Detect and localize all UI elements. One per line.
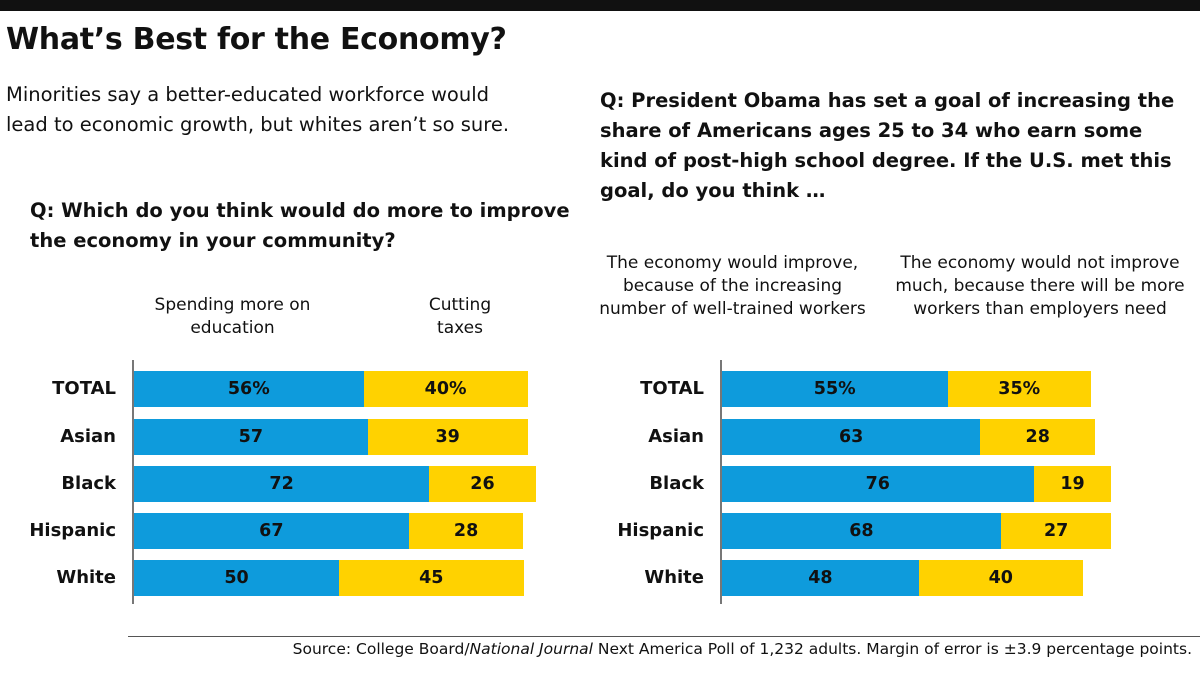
- source-text-start: Source: College Board/: [292, 640, 470, 658]
- left-row-label: Black: [61, 473, 116, 494]
- left-bar-value-label: 67: [259, 521, 284, 541]
- left-bar-value-label: 56%: [227, 379, 270, 399]
- top-rule: [0, 0, 1200, 11]
- right-bar-value-label: 76: [865, 474, 890, 494]
- source-text-end: Next America Poll of 1,232 adults. Margi…: [592, 640, 1192, 658]
- left-bar-blue: 67: [134, 513, 409, 549]
- right-bar-blue: 63: [722, 419, 981, 455]
- left-row-label: Hispanic: [29, 520, 116, 541]
- left-bar-yellow: 39: [367, 419, 528, 455]
- source-note: Source: College Board/National Journal N…: [293, 640, 1192, 658]
- left-bar-yellow: 45: [339, 560, 524, 596]
- left-bar-yellow: 26: [429, 466, 536, 502]
- right-question: Q: President Obama has set a goal of inc…: [600, 89, 1175, 202]
- right-bar-yellow: 28: [980, 419, 1096, 455]
- left-bar-value-label: 45: [419, 568, 444, 588]
- right-bar-yellow: 19: [1033, 466, 1112, 502]
- left-bar-blue: 72: [134, 466, 430, 502]
- left-bar-value-label: 57: [238, 427, 264, 447]
- right-bar-value-label: 63: [838, 427, 864, 447]
- right-row-label: Black: [649, 473, 704, 494]
- right-row-label: TOTAL: [640, 378, 704, 399]
- right-bar-blue: 55%: [722, 371, 948, 407]
- left-row-label: Asian: [60, 426, 116, 447]
- right-bar-value-label: 19: [1060, 474, 1085, 494]
- right-row-label: Asian: [648, 426, 704, 447]
- footer-rule: [128, 636, 1200, 637]
- right-bar-yellow: 35%: [947, 371, 1091, 407]
- right-bar-value-label: 55%: [813, 379, 856, 399]
- left-legend-series-1: Spending more on education: [154, 295, 311, 338]
- left-bar-value-label: 39: [435, 427, 460, 447]
- left-legend-series-2: Cutting taxes: [428, 295, 492, 338]
- right-row-label: White: [644, 567, 704, 588]
- left-row-label: White: [56, 567, 116, 588]
- page-title: What’s Best for the Economy?: [6, 22, 507, 57]
- left-question: Q: Which do you think would do more to i…: [30, 199, 570, 252]
- right-axis-line: [720, 360, 722, 604]
- right-bar-value-label: 68: [849, 521, 874, 541]
- left-row-label: TOTAL: [52, 378, 116, 399]
- right-bar-value-label: 40: [988, 568, 1013, 588]
- left-bar-yellow: 28: [408, 513, 524, 549]
- right-bar-yellow: 27: [1000, 513, 1112, 549]
- page-subtitle: Minorities say a better-educated workfor…: [6, 83, 510, 136]
- left-bar-value-label: 40%: [424, 379, 467, 399]
- right-legend-series-2: The economy would not improve much, beca…: [895, 253, 1185, 319]
- left-bar-value-label: 50: [224, 568, 249, 588]
- left-axis-line: [132, 360, 134, 604]
- left-bar-value-label: 26: [470, 474, 495, 494]
- right-bar-value-label: 27: [1043, 521, 1069, 541]
- right-bar-blue: 68: [722, 513, 1001, 549]
- right-bar-value-label: 35%: [998, 379, 1041, 399]
- right-bar-blue: 76: [722, 466, 1034, 502]
- right-row-label: Hispanic: [617, 520, 704, 541]
- right-bar-value-label: 48: [808, 568, 833, 588]
- source-publication: National Journal: [469, 640, 593, 658]
- right-legend-series-1: The economy would improve, because of th…: [599, 253, 866, 319]
- right-bar-blue: 48: [722, 560, 919, 596]
- left-bar-blue: 50: [134, 560, 339, 596]
- left-bar-blue: 56%: [134, 371, 364, 407]
- left-bar-blue: 57: [134, 419, 368, 455]
- left-bar-yellow: 40%: [363, 371, 528, 407]
- right-bar-yellow: 40: [918, 560, 1083, 596]
- left-bar-value-label: 28: [453, 521, 479, 541]
- left-bar-value-label: 72: [269, 474, 294, 494]
- right-bar-value-label: 28: [1025, 427, 1050, 447]
